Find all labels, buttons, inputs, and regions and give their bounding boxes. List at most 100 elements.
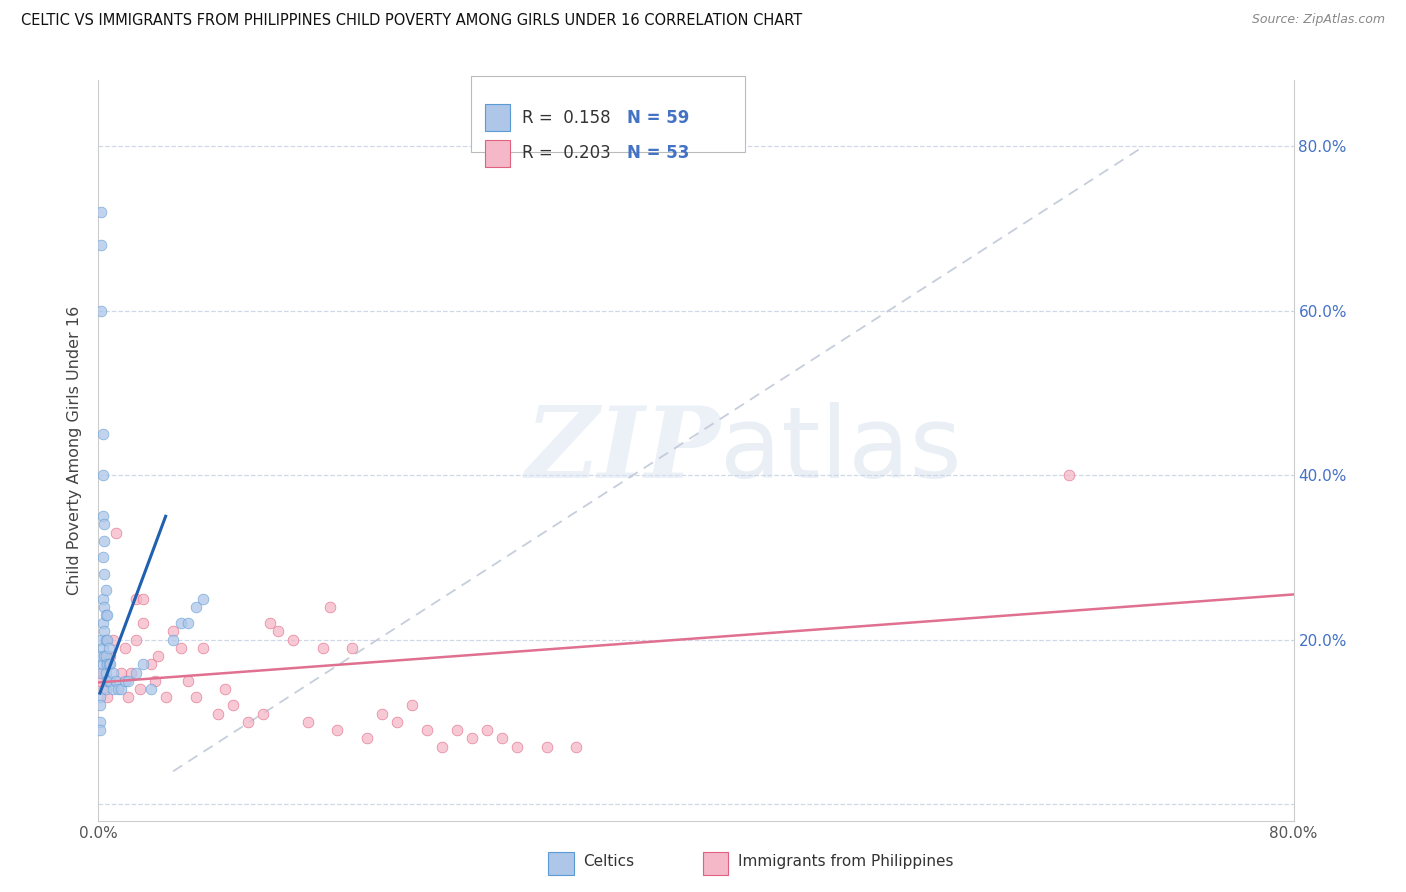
Point (117, 690, 139, 705)
Point (90, 665, 112, 680)
Point (94, 681, 117, 696)
Point (132, 591, 155, 606)
Point (342, 640, 364, 655)
Point (96, 632, 118, 647)
Point (90, 673, 112, 688)
Point (105, 525, 128, 540)
Point (207, 706, 229, 721)
Point (96, 673, 118, 688)
Point (91, 550, 114, 565)
Point (93, 517, 115, 532)
Point (125, 665, 148, 680)
Point (91, 591, 114, 606)
Point (93, 566, 115, 581)
Point (114, 640, 136, 655)
Point (91, 427, 114, 442)
Point (110, 665, 132, 680)
Point (91, 640, 114, 655)
Point (169, 616, 191, 631)
Point (93, 624, 115, 639)
Point (91, 509, 114, 524)
Point (117, 673, 139, 688)
Point (97, 640, 120, 655)
Point (93, 649, 115, 664)
Point (1059, 468, 1081, 483)
Point (90, 303, 112, 318)
Text: N = 53: N = 53 (627, 145, 689, 162)
Point (132, 657, 155, 672)
Point (103, 681, 125, 696)
Text: ZIP: ZIP (524, 402, 720, 499)
Point (90, 649, 112, 664)
Point (90, 205, 112, 219)
Point (252, 706, 274, 721)
Point (96, 607, 118, 622)
Text: R =  0.203: R = 0.203 (522, 145, 610, 162)
Point (90, 632, 112, 647)
Point (98, 673, 122, 688)
Point (97, 657, 120, 672)
Text: R =  0.158: R = 0.158 (522, 109, 610, 127)
Text: atlas: atlas (720, 402, 962, 499)
Point (94, 632, 117, 647)
Point (401, 698, 423, 713)
Text: Immigrants from Philippines: Immigrants from Philippines (738, 855, 953, 869)
Text: N = 59: N = 59 (627, 109, 689, 127)
Point (326, 723, 349, 738)
Point (491, 731, 513, 746)
Point (184, 690, 207, 705)
Point (222, 698, 245, 713)
Point (177, 673, 200, 688)
Point (416, 723, 439, 738)
Point (93, 533, 115, 548)
Text: CELTIC VS IMMIGRANTS FROM PHILIPPINES CHILD POVERTY AMONG GIRLS UNDER 16 CORRELA: CELTIC VS IMMIGRANTS FROM PHILIPPINES CH… (21, 13, 803, 29)
Point (267, 624, 290, 639)
Text: Celtics: Celtics (583, 855, 634, 869)
Point (430, 739, 453, 754)
Point (236, 714, 259, 729)
Point (125, 591, 148, 606)
Point (90, 237, 112, 252)
Point (356, 731, 378, 746)
Point (139, 681, 162, 696)
Text: Source: ZipAtlas.com: Source: ZipAtlas.com (1251, 13, 1385, 27)
Point (114, 673, 136, 688)
Point (132, 616, 155, 631)
Point (103, 665, 125, 680)
Point (214, 681, 236, 696)
Point (94, 583, 117, 598)
Point (93, 681, 115, 696)
Point (94, 607, 117, 622)
Point (103, 632, 125, 647)
Point (98, 657, 122, 672)
Point (96, 657, 118, 672)
Point (129, 681, 152, 696)
Point (371, 706, 394, 721)
Point (281, 632, 304, 647)
Point (91, 657, 114, 672)
Point (191, 640, 214, 655)
Point (120, 665, 142, 680)
Point (98, 649, 122, 664)
Point (297, 714, 319, 729)
Point (89, 690, 111, 705)
Point (162, 624, 184, 639)
Point (536, 739, 558, 754)
Point (148, 649, 170, 664)
Point (110, 681, 132, 696)
Point (259, 616, 281, 631)
Point (191, 591, 214, 606)
Y-axis label: Child Poverty Among Girls Under 16: Child Poverty Among Girls Under 16 (67, 306, 83, 595)
Point (125, 632, 148, 647)
Point (385, 714, 409, 729)
Point (94, 657, 117, 672)
Point (94, 649, 117, 664)
Point (96, 690, 118, 705)
Point (162, 632, 184, 647)
Point (565, 739, 588, 754)
Point (89, 698, 111, 713)
Point (97, 673, 120, 688)
Point (475, 723, 498, 738)
Point (139, 657, 162, 672)
Point (446, 723, 468, 738)
